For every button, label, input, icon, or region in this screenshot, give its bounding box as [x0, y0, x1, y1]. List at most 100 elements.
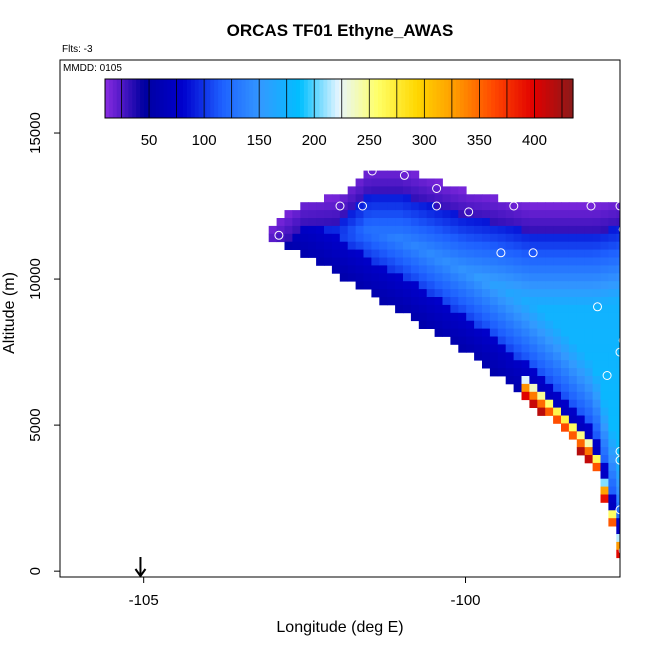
heatmap-cell-104: [363, 257, 372, 266]
heatmap-cell-370: [474, 344, 483, 353]
x-axis: -105 -100: [129, 577, 481, 609]
heatmap-cell-425: [497, 265, 507, 274]
heatmap-cell-35: [316, 249, 325, 258]
heatmap-cell-747: [592, 233, 601, 243]
colorbar-swatch-91: [459, 79, 465, 118]
colorbar-swatch-0: [105, 79, 110, 118]
heatmap-cell-411: [489, 328, 499, 337]
colorbar-swatch-111: [537, 79, 543, 118]
heatmap-cell-779: [600, 218, 609, 227]
heatmap-cell-811: [600, 470, 609, 480]
colorbar-swatch-12: [151, 79, 157, 118]
heatmap-cell-447: [505, 265, 514, 274]
heatmap-cell-152: [387, 257, 396, 266]
heatmap-cell-198: [410, 202, 420, 211]
heatmap-cell-11: [292, 218, 301, 227]
heatmap-cell-795: [600, 344, 609, 353]
heatmap-cell-498: [521, 297, 530, 306]
heatmap-cell-574: [545, 281, 554, 290]
colorbar-swatch-64: [354, 79, 360, 118]
heatmap-cell-636: [561, 336, 570, 345]
heatmap-cell-203: [410, 241, 420, 250]
heatmap-cell-314: [458, 218, 467, 227]
heatmap-cell-497: [521, 289, 530, 298]
heatmap-cell-401: [489, 249, 499, 258]
heatmap-cell-416: [489, 368, 499, 377]
heatmap-cell-505: [521, 352, 530, 361]
heatmap-cell-807: [600, 439, 609, 448]
heatmap-cell-648: [568, 202, 578, 211]
heatmap-cell-736: [584, 407, 593, 416]
heatmap-cell-174: [395, 297, 404, 306]
heatmap-cell-771: [592, 423, 601, 432]
heatmap-cell-69: [347, 202, 356, 211]
colorbar-swatch-75: [397, 79, 402, 118]
colorbar-swatch-90: [456, 79, 461, 118]
heatmap-cell-818: [608, 225, 617, 235]
heatmap-cell-281: [442, 265, 451, 274]
heatmap-cell-871: [616, 320, 620, 329]
heatmap-cell-85: [355, 225, 364, 235]
heatmap-cell-114: [371, 218, 380, 227]
observation-point-4: [399, 170, 409, 180]
heatmap-cell-774: [592, 447, 601, 456]
heatmap-cell-389: [482, 328, 491, 337]
colorbar-swatch-33: [233, 79, 239, 118]
heatmap-cell-822: [608, 257, 617, 266]
heatmap-cell-709: [576, 447, 586, 456]
heatmap-cell-541: [537, 233, 546, 243]
heatmap-cell-812: [600, 478, 609, 487]
colorbar-swatch-81: [420, 79, 426, 118]
heatmap-cell-122: [371, 281, 380, 290]
heatmap-cell-697: [576, 352, 586, 361]
heatmap-cell-856: [616, 202, 620, 211]
heatmap-cell-817: [608, 218, 617, 227]
heatmap-cell-895: [616, 510, 620, 519]
heatmap-cell-483: [513, 368, 522, 377]
heatmap-cell-757: [592, 312, 601, 322]
heatmap-cell-760: [592, 336, 601, 345]
heatmap-cell-668: [568, 360, 578, 369]
heatmap-cell-123: [371, 289, 380, 298]
heatmap-cell-371: [474, 352, 483, 361]
heatmap-cell-189: [403, 273, 412, 282]
heatmap-cell-459: [505, 360, 514, 369]
heatmap-cell-704: [576, 407, 586, 416]
heatmap-cell-58: [339, 210, 349, 219]
heatmap-cell-663: [568, 320, 578, 329]
heatmap-cell-117: [371, 241, 380, 250]
heatmap-cell-557: [537, 360, 546, 369]
heatmap-cell-761: [592, 344, 601, 353]
colorbar-swatch-11: [147, 79, 153, 118]
heatmap-cell-827: [608, 297, 617, 306]
colorbar-swatch-118: [565, 79, 570, 118]
heatmap-cell-284: [442, 289, 451, 298]
heatmap-cell-364: [474, 297, 483, 306]
heatmap-cell-867: [616, 289, 620, 298]
heatmap-cell-776: [592, 462, 601, 472]
heatmap-cell-255: [434, 210, 443, 219]
heatmap-cell-175: [395, 304, 404, 314]
heatmap-cell-783: [600, 249, 609, 258]
observation-point-7: [464, 207, 474, 217]
colorbar-swatch-40: [261, 79, 266, 118]
flights-note: Flts: -3: [62, 44, 93, 55]
heatmap-cell-319: [458, 257, 467, 266]
heatmap-cell-374: [482, 210, 491, 219]
heatmap-cell-869: [616, 304, 620, 314]
heatmap-cell-549: [537, 297, 546, 306]
heatmap-cell-503: [521, 336, 530, 345]
heatmap-cell-828: [608, 304, 617, 314]
heatmap-cell-358: [474, 249, 483, 258]
heatmap-cell-377: [482, 233, 491, 243]
observation-point-22: [615, 446, 620, 456]
observation-point-15: [618, 226, 620, 233]
heatmap-cell-34: [316, 241, 325, 250]
heatmap-cell-440: [505, 210, 514, 219]
colorbar-swatch-110: [534, 79, 539, 118]
heatmap-cell-426: [497, 273, 507, 282]
colorbar-swatch-16: [167, 79, 172, 118]
heatmap-cell-759: [592, 328, 601, 337]
observation-point-0: [274, 230, 284, 240]
heatmap-cell-490: [521, 233, 530, 243]
